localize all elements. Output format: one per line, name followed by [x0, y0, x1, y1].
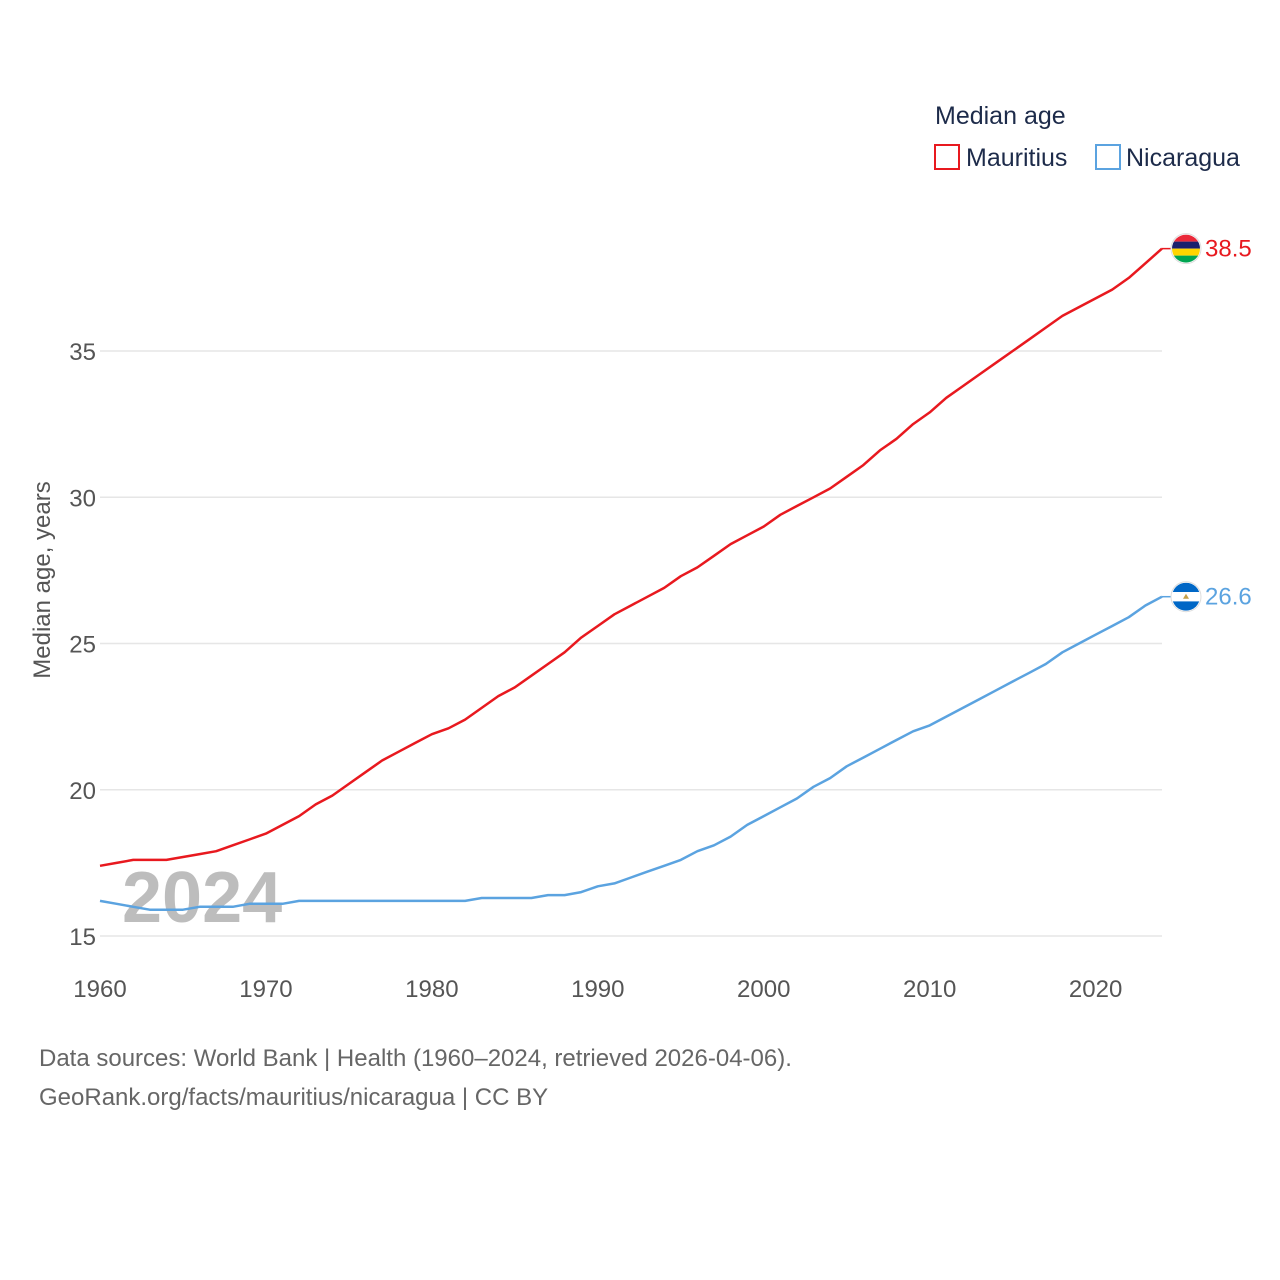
series-lines	[99, 247, 1163, 911]
end-value-nicaragua: 26.6	[1205, 584, 1252, 611]
y-tick-15: 15	[69, 924, 96, 951]
x-tick-1970: 1970	[239, 976, 292, 1003]
legend-swatch-nicaragua[interactable]	[1095, 144, 1121, 170]
legend: Median age Mauritius Nicaragua	[934, 102, 1240, 172]
x-tick-2000: 2000	[737, 976, 790, 1003]
footer-sources: Data sources: World Bank | Health (1960–…	[39, 1045, 792, 1072]
x-tick-1990: 1990	[571, 976, 624, 1003]
year-watermark: 2024	[122, 858, 282, 938]
x-tick-2010: 2010	[903, 976, 956, 1003]
end-markers: 38.5 26.6	[1162, 233, 1252, 613]
x-tick-1980: 1980	[405, 976, 458, 1003]
flag-mauritius-icon	[1170, 233, 1202, 265]
x-axis-ticks: 1960 1970 1980 1990 2000 2010 2020	[73, 976, 1122, 1003]
y-tick-25: 25	[69, 632, 96, 659]
flag-stripe	[1172, 248, 1200, 256]
x-tick-2020: 2020	[1069, 976, 1122, 1003]
x-tick-1960: 1960	[73, 976, 126, 1003]
y-axis-label: Median age, years	[29, 481, 56, 678]
y-tick-35: 35	[69, 339, 96, 366]
y-tick-30: 30	[69, 485, 96, 512]
flag-stripe	[1172, 234, 1200, 242]
legend-label-mauritius[interactable]: Mauritius	[966, 144, 1067, 172]
flag-emblem	[1183, 593, 1189, 599]
y-axis-ticks: 15 20 25 30 35	[69, 339, 96, 951]
flag-stripe	[1172, 601, 1200, 611]
grid	[100, 350, 1162, 937]
y-tick-20: 20	[69, 778, 96, 805]
flag-stripe	[1172, 582, 1200, 592]
end-value-mauritius: 38.5	[1205, 236, 1252, 263]
flag-nicaragua-icon	[1170, 581, 1202, 613]
flag-stripe	[1172, 241, 1200, 249]
footer-attribution: GeoRank.org/facts/mauritius/nicaragua | …	[39, 1084, 549, 1111]
legend-swatch-mauritius[interactable]	[934, 144, 960, 170]
series-line-nicaragua	[99, 595, 1163, 911]
legend-title: Median age	[935, 102, 1066, 130]
legend-label-nicaragua[interactable]: Nicaragua	[1126, 144, 1240, 172]
flag-stripe	[1172, 255, 1200, 263]
series-line-mauritius	[99, 247, 1163, 868]
